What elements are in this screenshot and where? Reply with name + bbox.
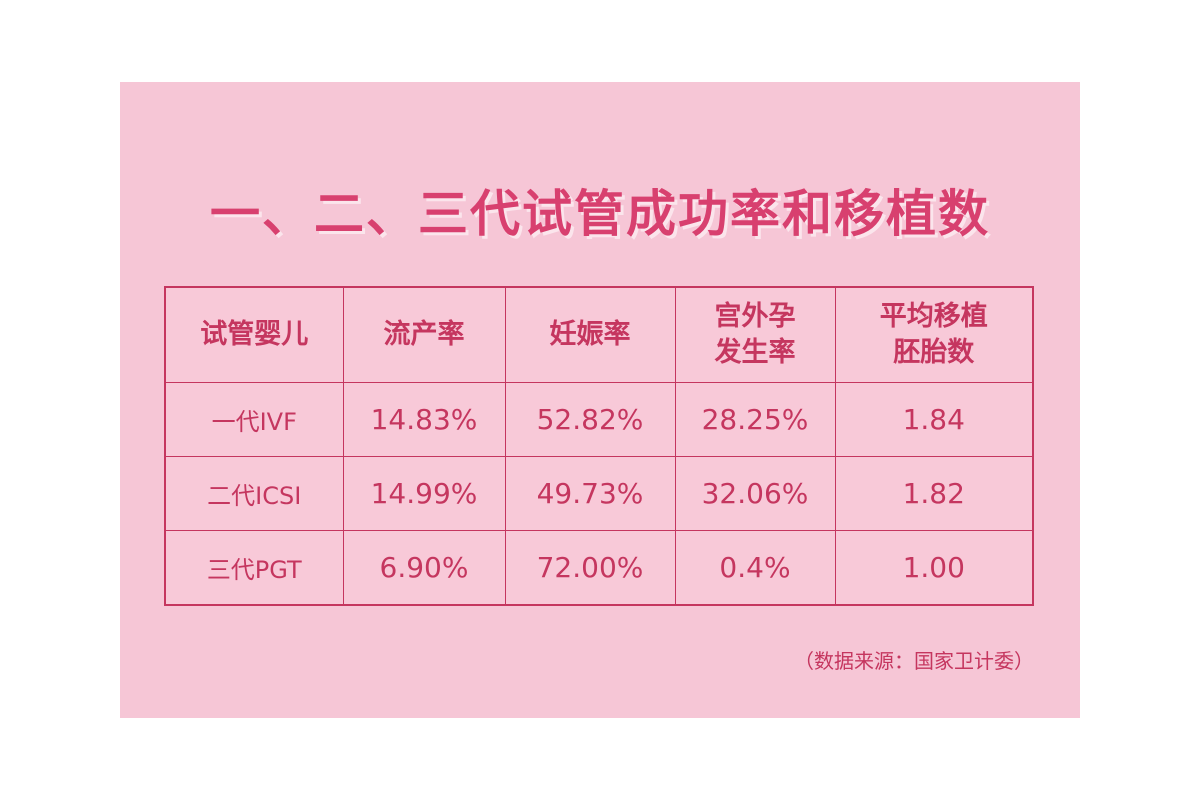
table-cell: 28.25% xyxy=(674,382,836,457)
header-cell: 妊娠率 xyxy=(504,286,676,383)
header-cell: 流产率 xyxy=(342,286,506,383)
page-title: 一、二、三代试管成功率和移植数 xyxy=(210,185,990,243)
table-cell: 32.06% xyxy=(674,455,836,531)
table-cell: 0.4% xyxy=(674,529,836,606)
table-header-row: 试管婴儿 流产率 妊娠率 宫外孕 发生率 平均移植 胚胎数 xyxy=(164,286,1034,383)
table-row: 三代PGT 6.90% 72.00% 0.4% 1.00 xyxy=(164,529,1034,606)
infographic-card: 一、二、三代试管成功率和移植数 试管婴儿 流产率 妊娠率 宫外孕 发生率 平均移… xyxy=(120,82,1080,718)
table-cell: 14.83% xyxy=(342,382,506,457)
data-source-note: （数据来源：国家卫计委） xyxy=(794,649,1034,673)
table-cell: 1.82 xyxy=(834,455,1034,531)
table-cell: 52.82% xyxy=(504,382,676,457)
header-cell: 试管婴儿 xyxy=(164,286,344,383)
table-cell: 14.99% xyxy=(342,455,506,531)
row-label: 三代PGT xyxy=(164,529,344,606)
table-row: 一代IVF 14.83% 52.82% 28.25% 1.84 xyxy=(164,382,1034,457)
success-rate-table: 试管婴儿 流产率 妊娠率 宫外孕 发生率 平均移植 胚胎数 一代IVF 14.8… xyxy=(164,286,1034,606)
header-cell: 平均移植 胚胎数 xyxy=(834,286,1034,383)
table-cell: 49.73% xyxy=(504,455,676,531)
row-label: 一代IVF xyxy=(164,382,344,457)
table-cell: 6.90% xyxy=(342,529,506,606)
table-cell: 1.84 xyxy=(834,382,1034,457)
row-label: 二代ICSI xyxy=(164,455,344,531)
table-cell: 1.00 xyxy=(834,529,1034,606)
table-row: 二代ICSI 14.99% 49.73% 32.06% 1.82 xyxy=(164,455,1034,531)
header-cell: 宫外孕 发生率 xyxy=(674,286,836,383)
table-cell: 72.00% xyxy=(504,529,676,606)
